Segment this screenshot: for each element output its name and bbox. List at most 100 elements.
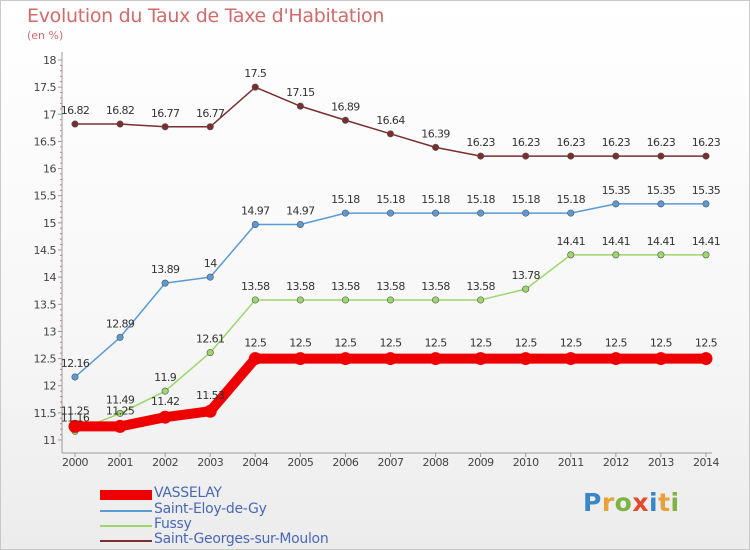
data-label: 12.5 <box>695 337 718 350</box>
data-point <box>702 152 710 160</box>
data-point <box>477 296 485 304</box>
data-label: 12.5 <box>289 337 312 350</box>
data-point <box>567 152 575 160</box>
data-label: 15.35 <box>647 184 676 197</box>
data-label: 12.5 <box>515 337 538 350</box>
data-point <box>432 143 440 151</box>
x-tick-label: 2010 <box>513 456 539 469</box>
data-label: 12.5 <box>650 337 673 350</box>
x-tick-label: 2000 <box>62 456 88 469</box>
data-label: 12.16 <box>61 357 90 370</box>
data-label: 16.64 <box>376 114 405 127</box>
data-point <box>522 152 530 160</box>
data-label: 12.5 <box>379 337 402 350</box>
legend-label: Saint-Eloy-de-Gy <box>154 501 267 517</box>
data-point <box>206 123 214 131</box>
data-point <box>386 130 394 138</box>
logo-letter: r <box>601 488 615 517</box>
data-label: 15.18 <box>466 193 495 206</box>
data-point <box>161 279 169 287</box>
data-label: 15.18 <box>421 193 450 206</box>
y-tick-label: 16 <box>43 163 56 176</box>
legend-label: VASSELAY <box>154 485 222 501</box>
x-tick-label: 2001 <box>107 456 133 469</box>
y-tick-label: 11 <box>43 434 56 447</box>
data-point <box>158 410 172 424</box>
data-label: 17.15 <box>286 86 315 99</box>
data-label: 11.53 <box>196 389 225 402</box>
data-label: 11.25 <box>61 404 90 417</box>
x-tick-label: 2004 <box>242 456 268 469</box>
y-tick-label: 13.5 <box>34 298 57 311</box>
y-tick-label: 11.5 <box>34 407 57 420</box>
legend-swatch <box>100 525 152 527</box>
data-point <box>477 152 485 160</box>
data-label: 16.23 <box>647 136 676 149</box>
data-point <box>116 120 124 128</box>
data-label: 16.89 <box>331 100 360 113</box>
data-point <box>612 200 620 208</box>
logo-letter: i <box>649 488 659 517</box>
data-label: 12.89 <box>106 317 135 330</box>
data-point <box>657 251 665 259</box>
data-point <box>654 352 668 366</box>
data-point <box>113 419 127 433</box>
x-tick-label: 2005 <box>287 456 313 469</box>
data-label: 14.41 <box>602 235 631 248</box>
y-tick-label: 14 <box>43 271 56 284</box>
data-point <box>609 352 623 366</box>
data-point <box>206 273 214 281</box>
data-point <box>338 352 352 366</box>
y-tick-label: 14.5 <box>34 244 57 257</box>
data-label: 16.23 <box>692 136 721 149</box>
data-label: 15.18 <box>331 193 360 206</box>
data-point <box>383 352 397 366</box>
x-tick-label: 2008 <box>423 456 449 469</box>
data-label: 14.41 <box>647 235 676 248</box>
logo-letter: o <box>614 488 633 517</box>
data-point <box>116 409 124 417</box>
data-point <box>251 83 259 91</box>
data-point <box>432 296 440 304</box>
data-point <box>612 152 620 160</box>
legend-swatch <box>100 490 152 500</box>
data-label: 16.82 <box>61 104 90 117</box>
data-point <box>702 200 710 208</box>
data-point <box>68 419 82 433</box>
data-label: 16.77 <box>196 107 225 120</box>
data-point <box>567 251 575 259</box>
data-point <box>341 116 349 124</box>
data-point <box>477 209 485 217</box>
x-tick-label: 2003 <box>197 456 223 469</box>
data-label: 14.97 <box>241 204 270 217</box>
data-point <box>248 352 262 366</box>
legend-swatch <box>100 510 152 512</box>
data-label: 12.5 <box>334 337 357 350</box>
data-point <box>657 200 665 208</box>
data-label: 13.58 <box>286 280 315 293</box>
data-label: 16.82 <box>106 104 135 117</box>
data-label: 15.35 <box>692 184 721 197</box>
x-tick-label: 2007 <box>377 456 403 469</box>
data-label: 13.78 <box>511 269 540 282</box>
y-tick-label: 18 <box>43 54 56 67</box>
data-point <box>161 123 169 131</box>
x-tick-label: 2014 <box>693 456 719 469</box>
x-tick-label: 2009 <box>468 456 494 469</box>
y-tick-label: 15 <box>43 217 56 230</box>
data-point <box>116 333 124 341</box>
data-point <box>71 373 79 381</box>
data-label: 12.61 <box>196 333 225 346</box>
data-label: 15.18 <box>511 193 540 206</box>
y-tick-label: 15.5 <box>34 190 57 203</box>
legend-label: Fussy <box>154 516 192 532</box>
data-point <box>612 251 620 259</box>
legend-label: Saint-Georges-sur-Moulon <box>154 531 329 547</box>
y-tick-label: 12.5 <box>34 353 57 366</box>
y-tick-label: 12 <box>43 380 56 393</box>
data-label: 14 <box>204 257 217 270</box>
data-label: 12.5 <box>605 337 628 350</box>
data-label: 11.42 <box>151 395 180 408</box>
data-label: 15.18 <box>557 193 586 206</box>
